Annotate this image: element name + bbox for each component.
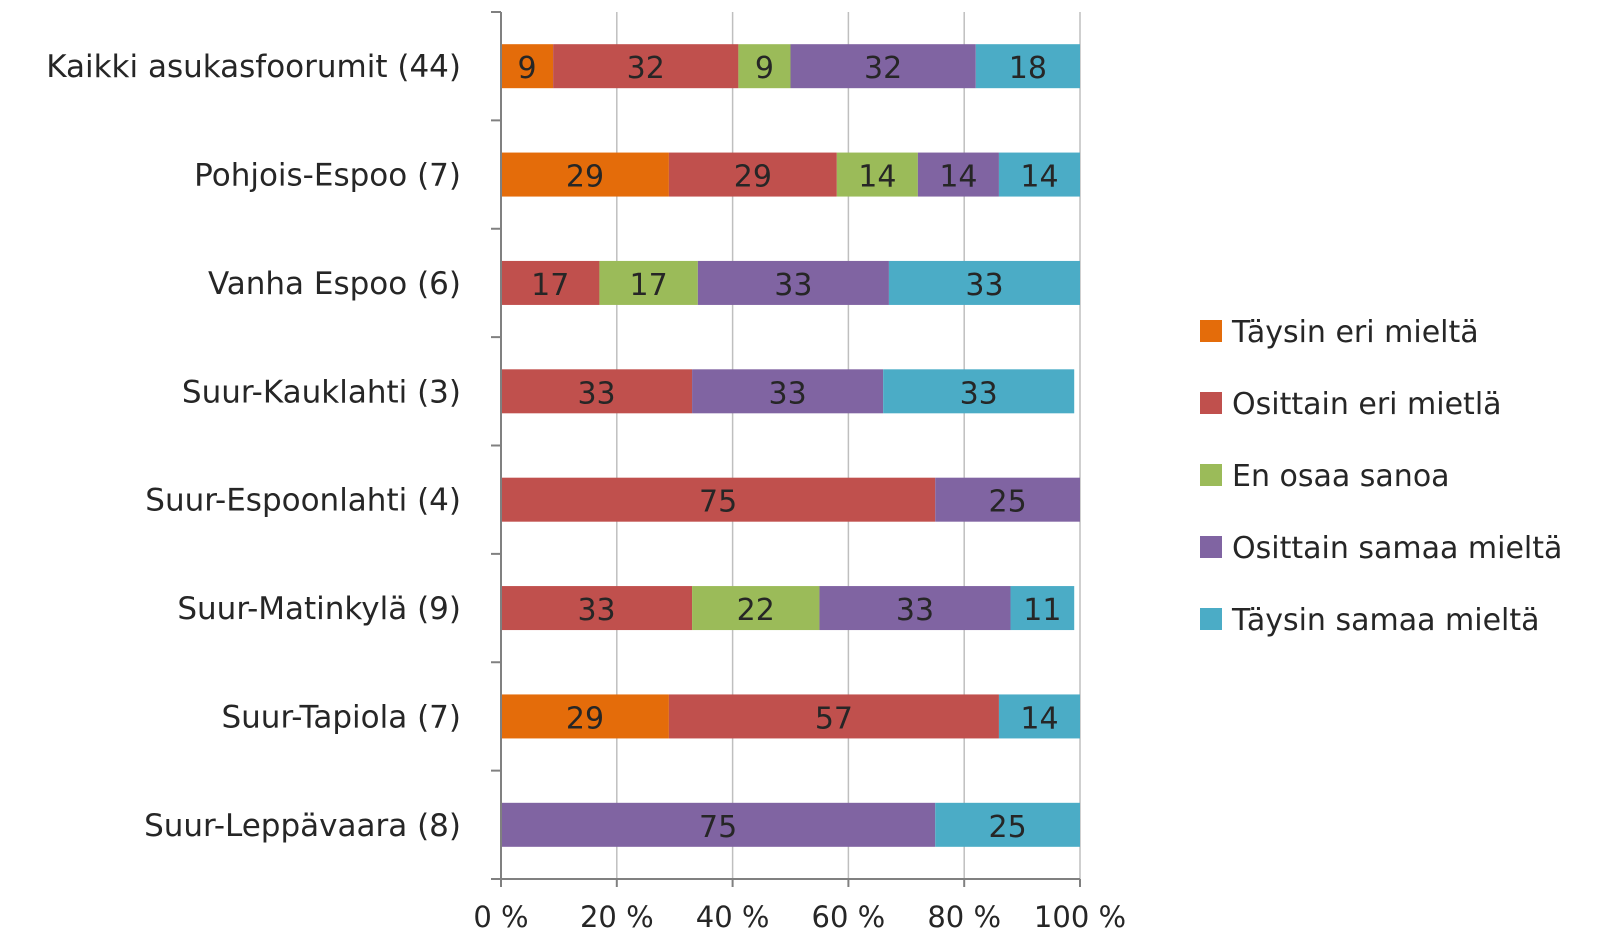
data-label: 25 <box>989 485 1027 520</box>
data-label: 29 <box>566 701 604 736</box>
category-label: Suur-Tapiola (7) <box>221 699 461 735</box>
bar-segment <box>692 369 884 414</box>
category-label: Suur-Kauklahti (3) <box>182 374 461 410</box>
legend-label: Osittain eri mietlä <box>1232 387 1502 422</box>
data-label: 57 <box>815 701 853 736</box>
legend-swatch <box>1200 608 1222 630</box>
category-label: Kaikki asukasfoorumit (44) <box>46 49 461 85</box>
bar-segment <box>501 694 669 739</box>
data-label: 14 <box>1020 701 1058 736</box>
bar-segment <box>697 260 889 305</box>
bar-segment <box>501 44 554 89</box>
data-label: 33 <box>577 376 615 411</box>
bar-segment <box>599 260 698 305</box>
legend-swatch <box>1200 320 1222 342</box>
data-label: 33 <box>774 268 812 303</box>
x-tick-label: 0 % <box>473 900 528 934</box>
data-label: 11 <box>1023 593 1061 628</box>
category-label: Suur-Matinkylä (9) <box>177 591 461 627</box>
data-label: 25 <box>989 810 1027 845</box>
data-label: 33 <box>577 593 615 628</box>
data-label: 14 <box>1020 160 1058 195</box>
data-label: 29 <box>566 160 604 195</box>
bar-segment <box>501 586 693 631</box>
data-label: 18 <box>1009 51 1047 86</box>
bar-segment <box>553 44 739 89</box>
bar-segment <box>888 260 1080 305</box>
data-label: 33 <box>769 376 807 411</box>
gridlines <box>616 12 1081 879</box>
bar-segment <box>998 152 1080 197</box>
bar-segment <box>692 586 820 631</box>
data-label: 17 <box>630 268 668 303</box>
legend-label: Täysin samaa mieltä <box>1231 603 1540 638</box>
axes: 0 % 20 % 40 % 60 % 80 % 100 % Kaikki asukasfoo… <box>46 11 1126 934</box>
bar-segment <box>790 44 976 89</box>
data-label: 32 <box>627 51 665 86</box>
bar-segment <box>819 586 1011 631</box>
legend-swatch <box>1200 392 1222 414</box>
legend-label: En osaa sanoa <box>1232 459 1450 494</box>
bar-segment <box>501 802 936 847</box>
bar-segment <box>501 369 693 414</box>
data-label: 9 <box>518 51 537 86</box>
data-label: 33 <box>965 268 1003 303</box>
bar-segment <box>917 152 999 197</box>
data-label: 14 <box>939 160 977 195</box>
data-label: 75 <box>699 810 737 845</box>
bar-segment <box>998 694 1080 739</box>
bar-segment <box>668 152 837 197</box>
data-label: 29 <box>734 160 772 195</box>
category-label: Vanha Espoo (6) <box>208 266 461 302</box>
bar-segment <box>1010 586 1075 631</box>
x-tick-label: 20 % <box>580 900 654 934</box>
legend-swatch <box>1200 464 1222 486</box>
bar-segment <box>883 369 1075 414</box>
data-label: 14 <box>858 160 896 195</box>
category-label: Pohjois-Espoo (7) <box>194 158 461 194</box>
x-tick-label: 60 % <box>812 900 886 934</box>
legend-swatch <box>1200 536 1222 558</box>
data-label: 75 <box>699 485 737 520</box>
x-tick-label: 80 % <box>927 900 1001 934</box>
bar-segment <box>501 477 936 522</box>
data-labels: 9 32 9 32 18 29 29 14 14 14 17 17 33 33 33 33 33 75 25 33 22… <box>518 51 1062 845</box>
data-label: 22 <box>737 593 775 628</box>
bar-segment <box>836 152 918 197</box>
bar-segment <box>738 44 791 89</box>
legend-label: Täysin eri mieltä <box>1231 315 1479 350</box>
x-tick-label: 100 % <box>1034 900 1126 934</box>
bar-segment <box>501 152 669 197</box>
bar-segment <box>935 802 1080 847</box>
data-label: 33 <box>896 593 934 628</box>
data-label: 9 <box>755 51 774 86</box>
data-label: 32 <box>864 51 902 86</box>
legend: Täysin eri mieltä Osittain eri mietlä En o… <box>1200 315 1562 638</box>
legend-label: Osittain samaa mieltä <box>1232 531 1562 566</box>
bar-segment <box>975 44 1080 89</box>
category-label: Suur-Espoonlahti (4) <box>145 483 461 519</box>
data-label: 17 <box>531 268 569 303</box>
bar-segments <box>501 44 1080 847</box>
bar-segment <box>935 477 1080 522</box>
data-label: 33 <box>960 376 998 411</box>
category-label: Suur-Leppävaara (8) <box>144 808 461 844</box>
bar-segment <box>501 260 600 305</box>
bar-segment <box>668 694 999 739</box>
x-tick-label: 40 % <box>696 900 770 934</box>
